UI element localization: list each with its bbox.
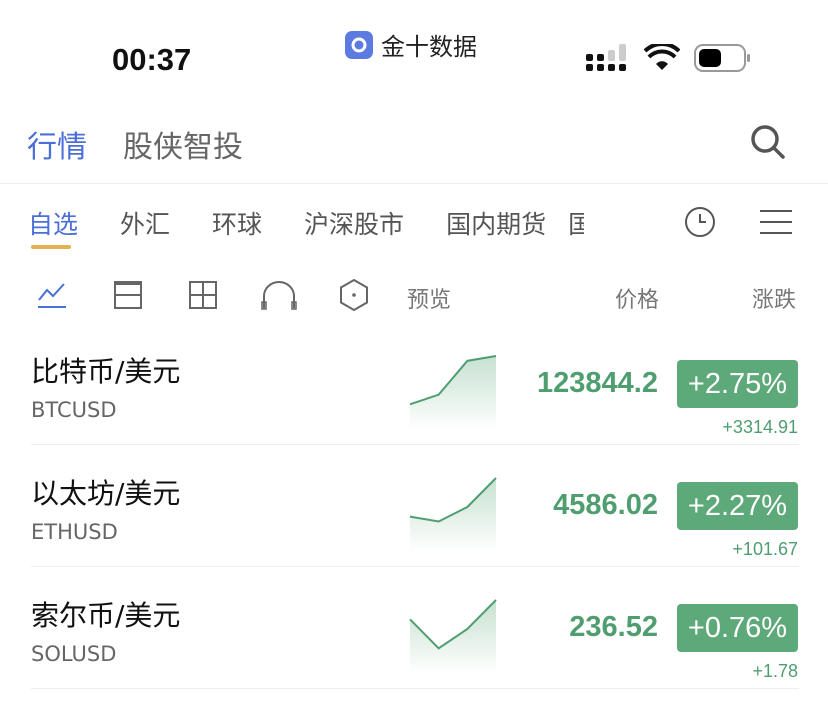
status-icons [586,44,752,72]
tab-smart-invest[interactable]: 股侠智投 [123,130,243,165]
app-indicator: 金十数据 [345,27,477,62]
absolute-change: +101.67 [732,539,798,559]
wifi-icon [644,44,680,70]
tab-global[interactable]: 环球 [212,210,263,239]
absolute-change: +3314.91 [722,417,798,437]
tab-forex[interactable]: 外汇 [120,210,171,239]
row-divider [31,444,799,445]
sparkline-line [409,599,497,650]
sparkline [409,477,497,552]
tab-futures[interactable]: 国内期货 [446,210,547,239]
sparkline-line [409,355,497,406]
divider [0,183,828,184]
quote-name: 比特币/美元 [31,355,181,388]
tab-more[interactable]: 国 [568,210,585,239]
line-chart-icon[interactable] [36,280,68,310]
change-column-header[interactable]: 涨跌 [752,288,797,313]
sparkline-line [409,477,497,523]
grid-view-icon[interactable] [189,281,217,309]
absolute-change: +1.78 [752,661,798,681]
percent-change-badge[interactable]: +2.75% [677,360,798,408]
list-view-icon[interactable] [114,281,142,309]
hexagon-icon[interactable] [339,279,369,311]
menu-icon[interactable] [760,209,792,235]
battery-icon [694,44,750,72]
header-tabs: 行情 股侠智投 [27,122,243,166]
headset-icon[interactable] [261,280,297,310]
quote-code: BTCUSD [31,398,117,422]
active-tab-indicator [31,245,71,249]
status-time: 00:37 [112,42,192,77]
tab-market[interactable]: 行情 [27,130,87,165]
signal-icon [586,44,626,71]
sparkline [409,355,497,430]
sparkline-area [410,356,496,430]
percent-change-badge[interactable]: +2.27% [677,482,798,530]
quote-price: 123844.2 [537,367,658,399]
quote-code: ETHUSD [31,520,118,544]
search-icon[interactable] [750,124,786,160]
price-column-header[interactable]: 价格 [615,288,660,313]
clock-icon[interactable] [684,206,716,238]
row-divider [31,688,799,689]
quote-code: SOLUSD [31,642,117,666]
tab-a-shares[interactable]: 沪深股市 [304,210,405,239]
sparkline-area [410,600,496,674]
market-tabs: 自选 外汇 环球 沪深股市 国内期货 国 [28,205,584,241]
percent-change-badge[interactable]: +0.76% [677,604,798,652]
preview-label: 预览 [407,288,452,313]
quote-price: 236.52 [569,611,658,643]
row-divider [31,566,799,567]
quote-name: 以太坊/美元 [31,477,181,510]
quote-price: 4586.02 [553,489,658,521]
app-name: 金十数据 [381,33,477,61]
sparkline [409,599,497,674]
tab-watchlist[interactable]: 自选 [28,210,79,239]
quote-name: 索尔币/美元 [31,599,181,632]
app-icon [345,30,373,59]
